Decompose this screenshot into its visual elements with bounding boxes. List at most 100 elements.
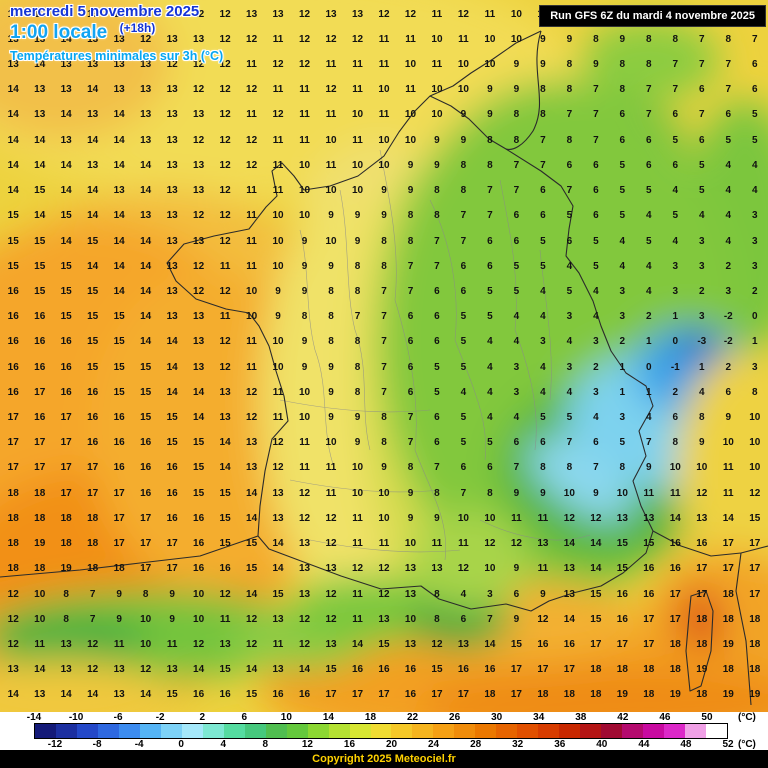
- temp-value: 4: [566, 336, 573, 348]
- temp-value: 11: [537, 563, 549, 575]
- temp-value: 8: [381, 412, 387, 424]
- run-info-box: Run GFS 6Z du mardi 4 novembre 2025: [539, 5, 766, 27]
- temp-value: 10: [272, 235, 284, 247]
- scale-cell: [223, 724, 245, 738]
- temp-value: 11: [272, 638, 284, 650]
- scale-cell: [76, 724, 98, 738]
- temp-value: 10: [272, 210, 284, 222]
- temp-value: 11: [246, 59, 257, 71]
- temp-value: 4: [619, 235, 626, 247]
- temp-value: 10: [246, 311, 258, 323]
- temperature-grid: 13 12 13 13 12 13 13 12 12 13 13 12 13 13 12 12 11 12 11 10…: [0, 2, 768, 708]
- temp-value: 12: [246, 386, 258, 398]
- temp-value: 18: [722, 613, 734, 625]
- france-outline: [166, 95, 654, 612]
- temp-value: 15: [431, 664, 443, 676]
- temp-value: 9: [169, 613, 175, 625]
- temp-value: 6: [434, 285, 440, 297]
- temp-value: 9: [513, 563, 520, 575]
- scale-label: 4: [220, 739, 227, 750]
- temp-value: -2: [723, 336, 733, 348]
- temp-value: 17: [510, 664, 522, 676]
- temp-value: 19: [669, 689, 681, 701]
- temp-value: 9: [619, 33, 626, 45]
- temp-value: 16: [140, 437, 152, 449]
- temp-value: 11: [272, 412, 284, 424]
- temp-value: 8: [434, 185, 440, 197]
- temp-value: 18: [749, 664, 761, 676]
- temp-value: 16: [378, 664, 390, 676]
- temp-value: 12: [219, 336, 231, 348]
- temp-value: 7: [381, 311, 387, 323]
- italy-west-coast: [735, 552, 752, 706]
- temp-value: 15: [219, 512, 231, 524]
- temp-value: 9: [513, 613, 520, 625]
- temp-value: 14: [272, 563, 284, 575]
- temp-value: 6: [699, 134, 705, 146]
- temp-value: 3: [699, 260, 705, 272]
- temp-value: 4: [540, 386, 546, 398]
- temp-value: 16: [60, 361, 72, 373]
- temp-value: 18: [113, 563, 125, 575]
- temp-value: 17: [60, 487, 72, 499]
- temp-value: 16: [404, 689, 417, 701]
- temp-value: 5: [593, 235, 599, 247]
- scale-label: 6: [241, 712, 248, 723]
- scale-cell: [433, 724, 455, 738]
- temp-value: 17: [166, 538, 178, 550]
- temp-value: 11: [352, 59, 363, 71]
- temp-value: 16: [219, 689, 231, 701]
- temp-value: 13: [193, 33, 205, 45]
- temp-value: 14: [113, 109, 125, 121]
- temp-value: 17: [113, 512, 125, 524]
- temp-value: 3: [751, 235, 758, 247]
- scale-cell: [496, 724, 518, 738]
- temp-value: 6: [646, 134, 652, 146]
- temp-value: 13: [87, 109, 99, 121]
- temp-value: 10: [431, 33, 443, 45]
- temp-value: 8: [328, 336, 334, 348]
- temp-value: 9: [354, 412, 361, 424]
- temp-value: 15: [193, 462, 205, 474]
- temp-value: 10: [325, 437, 337, 449]
- temp-value: 10: [404, 134, 417, 146]
- temp-value: 13: [34, 689, 46, 701]
- temp-value: 9: [460, 134, 467, 146]
- temp-value: 17: [643, 613, 655, 625]
- temp-value: 18: [722, 664, 734, 676]
- temp-value: 7: [460, 235, 467, 247]
- scale-cell: [35, 724, 56, 738]
- temp-value: 14: [34, 664, 46, 676]
- temp-value: 11: [352, 613, 363, 625]
- temp-value: 4: [699, 386, 705, 398]
- temp-value: 16: [34, 311, 46, 323]
- temp-value: 10: [696, 462, 708, 474]
- temp-value: 6: [434, 412, 440, 424]
- temp-value: 3: [593, 336, 599, 348]
- temp-value: 8: [434, 613, 440, 625]
- temp-value: 15: [140, 386, 152, 398]
- temp-value: 4: [725, 210, 732, 222]
- scale-label: 18: [364, 712, 377, 723]
- temp-value: 8: [354, 361, 361, 373]
- temp-value: 13: [563, 588, 575, 600]
- temp-value: 14: [246, 487, 258, 499]
- temp-value: 4: [646, 260, 652, 272]
- temp-value: 16: [60, 386, 72, 398]
- temp-value: 9: [566, 33, 573, 45]
- temp-value: 8: [646, 59, 652, 71]
- temp-value: 16: [166, 512, 178, 524]
- temp-value: 14: [87, 84, 99, 96]
- temp-value: 15: [113, 336, 125, 348]
- temp-value: 5: [540, 235, 546, 247]
- scale-label: 46: [659, 712, 671, 723]
- scale-label: 48: [680, 739, 692, 750]
- temp-value: 8: [487, 134, 493, 146]
- temp-value: 13: [113, 689, 125, 701]
- temp-value: 15: [87, 311, 99, 323]
- temp-value: 16: [484, 664, 496, 676]
- temp-value: 10: [298, 412, 311, 424]
- scale-cell: [685, 724, 706, 738]
- temp-value: 7: [487, 613, 493, 625]
- temp-value: 6: [751, 84, 758, 96]
